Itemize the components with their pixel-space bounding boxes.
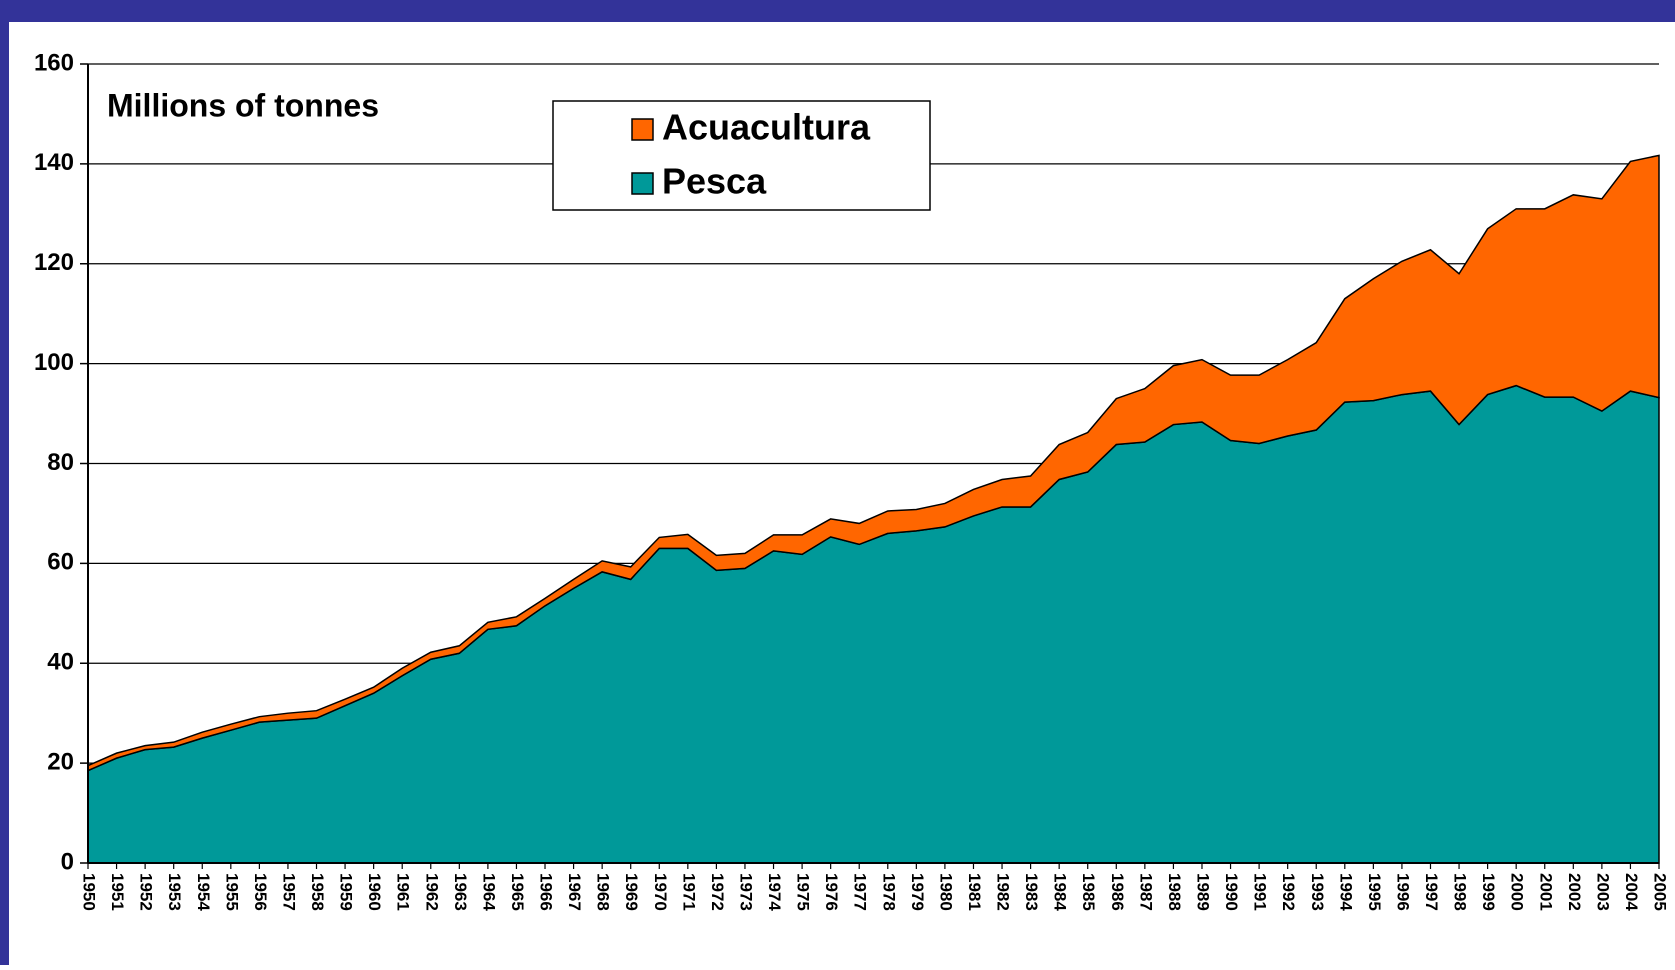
x-tick-label: 1974 [765,873,784,911]
x-tick-label: 1969 [622,873,641,911]
y-tick-label: 60 [47,549,74,576]
x-tick-label: 1956 [251,873,270,911]
x-tick-label: 1983 [1022,873,1041,911]
area [87,154,1660,772]
x-tick-label: 1955 [222,873,241,911]
x-tick-label: 1967 [565,873,584,911]
x-tick-label: 1962 [422,873,441,911]
x-tick-label: 1954 [194,873,213,911]
y-tick-label: 160 [34,49,74,76]
x-tick-label: 1984 [1051,873,1070,911]
x-tick-label: 1972 [708,873,727,911]
x-tick-label: 1964 [479,873,498,911]
x-tick-label: 1978 [879,873,898,911]
x-tick-label: 1994 [1336,873,1355,911]
x-tick-label: 1952 [137,873,156,911]
x-tick-label: 1985 [1079,873,1098,911]
x-tick-label: 1998 [1451,873,1470,911]
x-tick-label: 1957 [279,873,298,911]
x-tick-label: 1986 [1108,873,1127,911]
x-tick-label: 1979 [908,873,927,911]
x-tick-label: 1960 [365,873,384,911]
x-tick-label: 1996 [1393,873,1412,911]
x-tick-label: 1982 [994,873,1013,911]
y-tick-label: 120 [34,249,74,276]
axes: 0 20 40 60 80 100 120 140 160 1950 1951 1952 1953 195… [34,49,1670,911]
x-tick-label: 1988 [1165,873,1184,911]
legend-box [552,100,931,211]
legend-label: Acuacultura [662,107,871,148]
x-tick-label: 1951 [108,873,127,911]
legend-swatch [631,118,654,141]
x-tick-label: 1981 [965,873,984,911]
legend: Acuacultura Pesca [631,107,871,202]
x-tick-label: 1995 [1365,873,1384,911]
y-axis-label: Millions of tonnes [107,87,379,123]
x-tick-label: 2002 [1565,873,1584,911]
x-tick-label: 1976 [822,873,841,911]
x-tick-label: 1965 [508,873,527,911]
x-tick-label: 1958 [308,873,327,911]
x-tick-label: 1950 [80,873,99,911]
x-tick-label: 1997 [1422,873,1441,911]
x-tick-label: 1968 [594,873,613,911]
x-tick-label: 1966 [537,873,556,911]
x-tick-label: 1987 [1136,873,1155,911]
x-tick-label: 1963 [451,873,470,911]
x-tick-label: 1953 [165,873,184,911]
x-tick-label: 2004 [1622,873,1641,911]
y-tick-label: 100 [34,349,74,376]
x-tick-label: 1992 [1279,873,1298,911]
legend-swatch [631,172,654,195]
x-tick-label: 2001 [1536,873,1555,911]
y-tick-label: 20 [47,748,74,775]
x-tick-label: 1970 [651,873,670,911]
x-tick-label: 1990 [1222,873,1241,911]
x-tick-label: 1975 [794,873,813,911]
x-tick-label: 1980 [936,873,955,911]
x-tick-label: 1999 [1479,873,1498,911]
y-tick-label: 140 [34,149,74,176]
y-tick-label: 0 [61,848,74,875]
x-tick-label: 2005 [1651,873,1670,911]
y-tick-label: 80 [47,449,74,476]
x-tick-label: 1977 [851,873,870,911]
x-tick-label: 1991 [1251,873,1270,911]
legend-label: Pesca [662,161,767,202]
y-tick-label: 40 [47,649,74,676]
x-tick-label: 1961 [394,873,413,911]
x-tick-label: 2003 [1593,873,1612,911]
x-tick-label: 1989 [1193,873,1212,911]
x-tick-label: 1993 [1308,873,1327,911]
x-tick-label: 1959 [337,873,356,911]
x-tick-label: 1971 [679,873,698,911]
x-tick-label: 1973 [736,873,755,911]
x-tick-label: 2000 [1508,873,1527,911]
